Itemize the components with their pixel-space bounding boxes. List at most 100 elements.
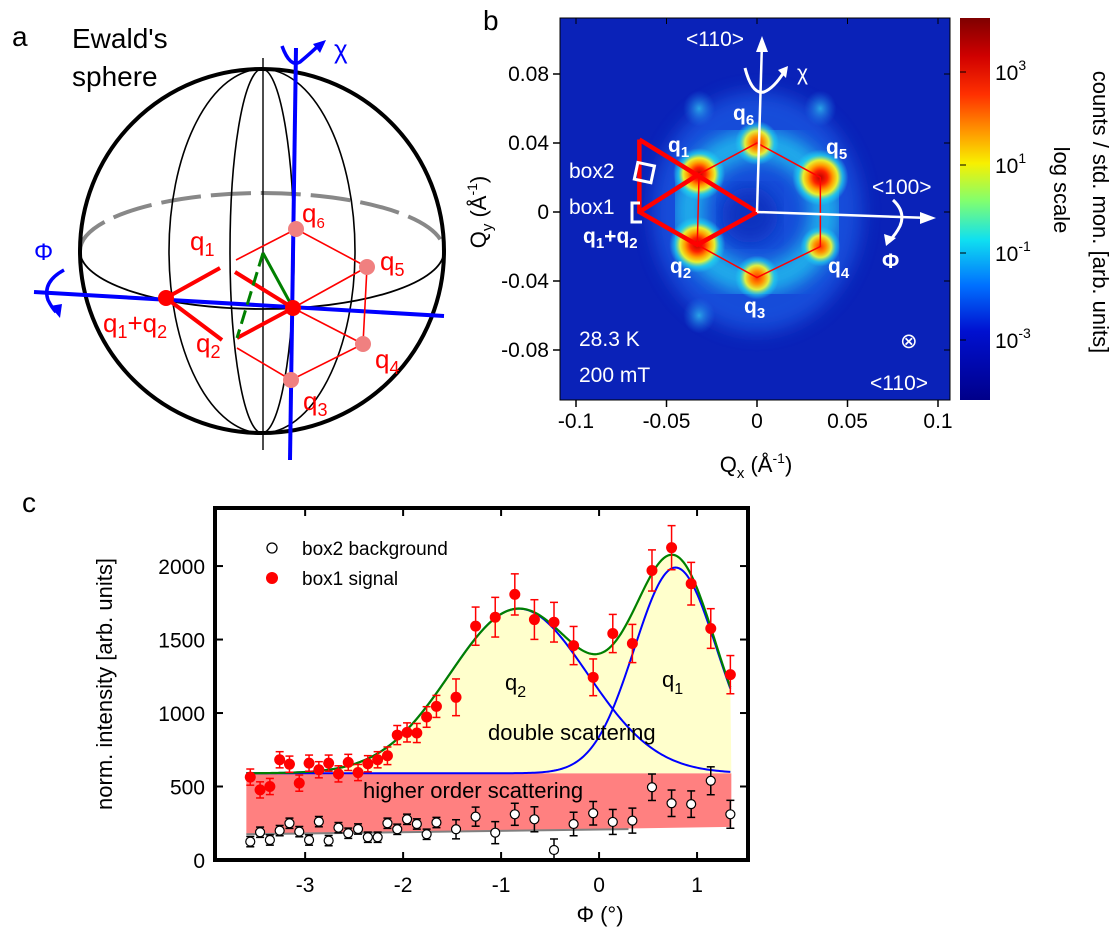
- q1-plus-q2-label: q1+q2: [103, 308, 167, 342]
- reciprocal-lattice: [158, 221, 375, 388]
- chi-rotation-arrow-icon: [280, 42, 322, 65]
- fit-component-q1: [246, 566, 732, 775]
- map-y-tick-label: 0: [537, 201, 549, 224]
- x-tick-label: -3: [296, 874, 315, 897]
- map-y-tick-label: -0.04: [501, 270, 549, 293]
- x-tick-label: -1: [492, 874, 511, 897]
- panel-c: c double scattering higher order scatter…: [22, 487, 750, 927]
- background-point: [529, 814, 540, 825]
- signal-point: [450, 691, 462, 703]
- signal-point: [283, 758, 295, 770]
- signal-point: [421, 711, 433, 723]
- x-tick-label: 1: [691, 874, 703, 897]
- colorbar-ticks: [960, 71, 966, 341]
- background-point: [470, 811, 481, 822]
- dir-110-top: <110>: [686, 28, 744, 51]
- background-point: [343, 828, 354, 839]
- map-q3-label: q3: [744, 295, 765, 322]
- background-point: [421, 829, 432, 840]
- background-point: [284, 818, 295, 829]
- double-scattering-area: [246, 554, 732, 774]
- axis-110-arrow: [755, 41, 764, 213]
- signal-point: [411, 727, 423, 739]
- q6-point: [288, 221, 304, 237]
- chi-rotation-arrow-icon: [743, 67, 786, 94]
- map-overlay: [630, 36, 936, 279]
- background-point: [401, 814, 413, 825]
- map-chi-label: χ: [797, 62, 808, 85]
- signal-point: [391, 729, 403, 741]
- map-frame: [559, 17, 951, 401]
- dir-110-out: <110>: [870, 372, 928, 395]
- map-q1-plus-q2-label: q1+q2: [583, 225, 638, 252]
- map-x-tick-label: 0: [751, 410, 763, 433]
- background-point: [548, 844, 560, 856]
- panel-label-b: b: [483, 5, 499, 36]
- background-point: [313, 816, 324, 827]
- signal-point: [568, 640, 580, 652]
- phi-axis: Φ: [33, 239, 445, 318]
- x-tick-label: -2: [394, 874, 413, 897]
- signal-point: [548, 616, 560, 628]
- sphere-outline: [78, 67, 446, 435]
- signal-point: [372, 754, 384, 766]
- background-point: [245, 836, 256, 847]
- signal-point: [293, 777, 305, 789]
- signal-point: [646, 564, 658, 576]
- q4-label: q4: [375, 344, 399, 378]
- signal-point: [724, 669, 736, 681]
- map-q6-label: q6: [733, 102, 754, 129]
- background-point: [490, 827, 501, 838]
- chi-axis: χ: [280, 34, 348, 461]
- background-point: [264, 834, 275, 846]
- signal-point: [607, 628, 619, 640]
- background-fit-line: [246, 828, 629, 836]
- y-tick-label: 1000: [158, 703, 205, 726]
- background-point: [323, 835, 334, 846]
- faint-satellite-peak: [683, 297, 716, 334]
- signal-point: [332, 768, 344, 780]
- background-point: [392, 824, 403, 835]
- background-point: [254, 827, 266, 838]
- box1-marker: [630, 201, 642, 224]
- map-phi-label: Φ: [882, 250, 899, 273]
- equator-front: [79, 250, 445, 310]
- background-point: [450, 824, 462, 835]
- signal-point: [323, 757, 335, 769]
- map-y-axis-label: Qy (Å-1): [464, 176, 496, 249]
- map-x-tick-label: -0.05: [643, 410, 691, 433]
- q3-label: q3: [303, 386, 327, 420]
- map-y-tick-label: 0.04: [508, 132, 549, 155]
- background-point: [333, 822, 344, 833]
- out-of-plane-icon: ⊗: [900, 330, 918, 353]
- fit-total-curve: [246, 553, 732, 775]
- legend-filled-marker: [266, 572, 278, 584]
- background-point: [588, 808, 599, 819]
- ewald-title-line2: sphere: [72, 61, 158, 92]
- map-x-axis-label: Qx (Å-1): [720, 450, 793, 482]
- map-q4-label: q4: [828, 255, 850, 282]
- phi-rotation-arrow-icon: [888, 198, 904, 242]
- signal-point: [303, 757, 315, 769]
- colorbar-tick-1e-3: 10-3: [995, 325, 1031, 353]
- map-y-tick-label: -0.08: [501, 339, 549, 362]
- background-point: [411, 818, 422, 830]
- colorbar-label: counts / std. mon. [arb. units]: [1088, 71, 1113, 353]
- background-point: [362, 832, 373, 843]
- background-point: [705, 775, 716, 786]
- y-tick-label: 2000: [158, 556, 205, 579]
- origin-point: [285, 300, 301, 316]
- y-tick-label: 1500: [158, 630, 205, 653]
- dir-100: <100>: [872, 176, 932, 199]
- signal-point: [528, 614, 540, 626]
- background-point: [568, 818, 579, 830]
- q2-peak-label: q2: [505, 670, 526, 701]
- signal-point: [342, 756, 354, 768]
- panel-a: a Ewald's sphere χ Φ: [12, 21, 446, 461]
- panel-b: b -0.1 -0.05 0 0.05 0.1 0.08 0.04 0 -0.04 -0.08 q…: [464, 5, 1113, 482]
- background-point: [294, 826, 305, 837]
- signal-point: [381, 750, 393, 762]
- y-tick-label: 0: [193, 850, 205, 873]
- background-point: [509, 809, 520, 820]
